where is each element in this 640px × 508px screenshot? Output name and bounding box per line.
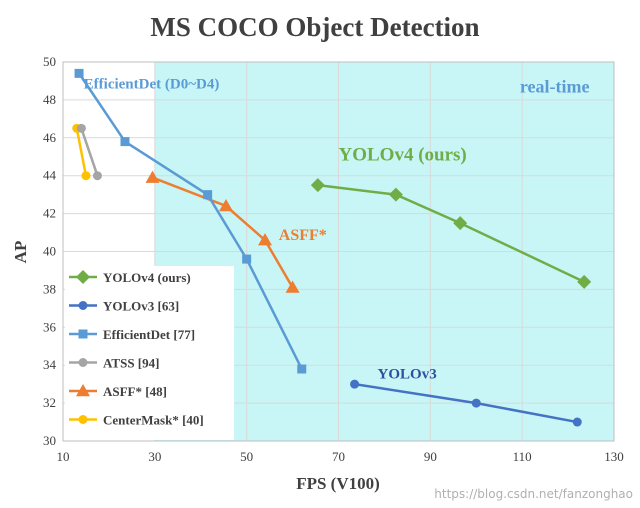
data-point: [572, 417, 582, 427]
y-axis-label: AP: [11, 241, 30, 264]
y-tick-label: 50: [43, 54, 56, 69]
data-point: [350, 379, 360, 389]
series-line: [317, 183, 585, 283]
series-line: [80, 127, 99, 177]
data-point: [81, 171, 91, 181]
legend-marker: [76, 270, 90, 284]
x-tick-label: 50: [240, 449, 253, 464]
data-point: [92, 171, 102, 181]
legend-marker: [78, 358, 88, 367]
legend-label: YOLOv3 [63]: [103, 299, 179, 314]
data-point: [74, 68, 84, 78]
x-tick-label: 130: [604, 449, 624, 464]
data-point: [471, 398, 481, 408]
x-axis-label: FPS (V100): [296, 474, 380, 493]
x-tick-label: 90: [424, 449, 437, 464]
series-efficientdet-77: [74, 68, 307, 374]
data-point: [388, 187, 403, 202]
y-tick-label: 34: [43, 357, 57, 372]
data-point: [76, 123, 86, 133]
legend-label: ASFF* [48]: [103, 384, 167, 399]
x-tick-labels: 10 30 50 70 90 110 130: [57, 449, 624, 464]
chart-title: MS COCO Object Detection: [150, 12, 479, 42]
data-point: [453, 216, 468, 231]
legend-marker: [76, 384, 90, 397]
y-tick-label: 42: [43, 206, 56, 221]
data-point: [219, 199, 234, 212]
series-line: [75, 128, 88, 176]
legend-item: ATSS [94]: [69, 356, 159, 371]
data-point: [145, 170, 160, 183]
annotation-label: ASFF*: [279, 227, 327, 244]
data-point: [120, 137, 130, 147]
y-tick-label: 40: [43, 244, 56, 259]
x-tick-label: 30: [148, 449, 161, 464]
legend-item: YOLOv3 [63]: [69, 299, 179, 314]
y-tick-label: 36: [43, 319, 57, 334]
legend-label: YOLOv4 (ours): [103, 270, 191, 285]
data-point: [310, 178, 325, 193]
series-yolov3-63: [350, 379, 582, 427]
y-tick-label: 46: [43, 130, 57, 145]
y-tick-label: 30: [43, 433, 56, 448]
legend-marker: [78, 301, 88, 310]
data-point: [577, 274, 592, 289]
data-point: [285, 280, 300, 293]
series-line: [152, 176, 294, 289]
data-point: [242, 254, 252, 264]
legend-marker: [78, 329, 88, 339]
y-tick-label: 32: [43, 395, 56, 410]
y-tick-label: 44: [43, 168, 57, 183]
data-point: [203, 190, 213, 200]
legend-item: CenterMask* [40]: [69, 413, 204, 428]
annotation-label: YOLOv4 (ours): [339, 145, 467, 166]
series-asff-48: [145, 170, 300, 293]
data-point: [258, 233, 273, 246]
legend: YOLOv4 (ours) YOLOv3 [63] EfficientDet [77…: [65, 266, 234, 440]
series-atss-94: [76, 123, 102, 181]
series-yolov4-ours: [310, 178, 592, 289]
annotations: EfficientDet (D0~D4) real-time YOLOv4 (our…: [84, 76, 590, 382]
watermark: https://blog.csdn.net/fanzonghao: [434, 487, 633, 501]
series-group: [72, 68, 592, 427]
y-tick-labels: 30 32 34 36 38 40 42 44 46 48 50: [43, 54, 57, 448]
legend-background: [65, 266, 234, 440]
annotation-label: EfficientDet (D0~D4): [84, 77, 220, 93]
legend-label: CenterMask* [40]: [103, 413, 204, 428]
y-tick-label: 38: [43, 281, 56, 296]
annotation-label: YOLOv3: [378, 366, 437, 382]
x-tick-label: 10: [57, 449, 70, 464]
legend-item: YOLOv4 (ours): [69, 270, 191, 285]
annotation-label: real-time: [520, 76, 590, 96]
data-point: [297, 364, 307, 374]
legend-item: EfficientDet [77]: [69, 327, 195, 342]
legend-item: ASFF* [48]: [69, 384, 167, 399]
plot-border: [62, 61, 615, 442]
x-tick-label: 70: [332, 449, 345, 464]
legend-marker: [78, 415, 88, 424]
legend-label: EfficientDet [77]: [103, 327, 195, 342]
y-tick-label: 48: [43, 92, 56, 107]
legend-label: ATSS [94]: [103, 356, 159, 371]
x-tick-label: 110: [513, 449, 532, 464]
